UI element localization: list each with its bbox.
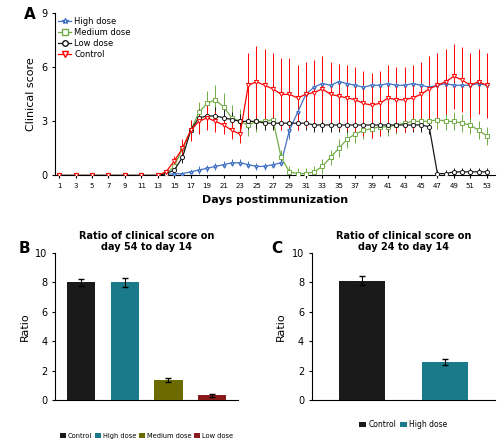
Title: Ratio of clinical score on
day 54 to day 14: Ratio of clinical score on day 54 to day…: [79, 231, 214, 252]
Text: C: C: [272, 241, 282, 256]
X-axis label: Days postimmunization: Days postimmunization: [202, 194, 348, 205]
Bar: [154, 380, 182, 400]
Bar: [422, 362, 468, 400]
Y-axis label: Ratio: Ratio: [276, 312, 286, 341]
Bar: [67, 282, 96, 400]
Bar: [110, 282, 139, 400]
Legend: Control, High dose: Control, High dose: [356, 417, 450, 432]
Legend: High dose, Medium dose, Low dose, Control: High dose, Medium dose, Low dose, Contro…: [58, 16, 132, 59]
Title: Ratio of clinical score on
day 24 to day 14: Ratio of clinical score on day 24 to day…: [336, 231, 471, 252]
Text: B: B: [18, 241, 30, 256]
Text: A: A: [24, 7, 36, 22]
Bar: [339, 281, 384, 400]
Y-axis label: Ratio: Ratio: [20, 312, 30, 341]
Y-axis label: Clinical score: Clinical score: [26, 58, 36, 131]
Bar: [198, 395, 226, 400]
Legend: Control, High dose, Medium dose, Low dose: Control, High dose, Medium dose, Low dos…: [58, 430, 236, 440]
